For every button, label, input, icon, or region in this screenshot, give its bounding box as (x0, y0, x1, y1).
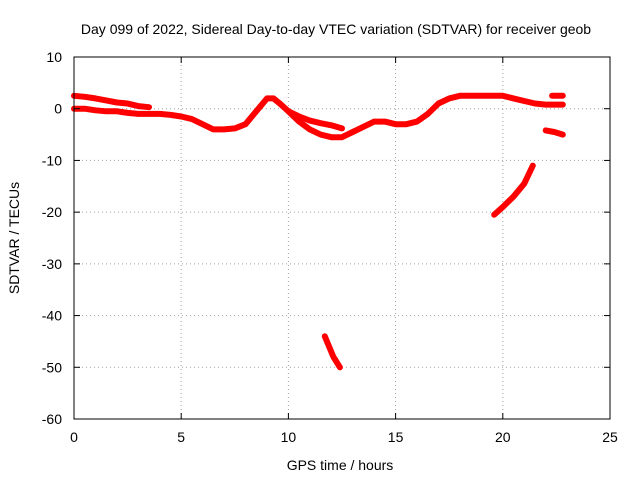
y-tick-label: 10 (46, 49, 62, 65)
x-tick-label: 0 (70, 429, 78, 445)
series-track-late-negative (542, 127, 566, 138)
y-tick-label: -50 (42, 359, 62, 375)
x-tick-label: 10 (281, 429, 297, 445)
x-tick-label: 25 (602, 429, 618, 445)
series-track-main-day (71, 92, 566, 141)
y-tick-label: -20 (42, 204, 62, 220)
y-tick-label: -10 (42, 152, 62, 168)
x-axis-label: GPS time / hours (287, 457, 394, 473)
y-tick-label: -40 (42, 308, 62, 324)
series-track-descending-noon (321, 333, 343, 371)
y-tick-label: -30 (42, 256, 62, 272)
y-tick-label: -60 (42, 411, 62, 427)
series-track-ascending-evening (491, 162, 536, 218)
plot-frame (73, 56, 611, 420)
x-tick-label: 20 (495, 429, 511, 445)
series-track-upper-morning (71, 92, 152, 111)
series-layer (71, 92, 566, 371)
x-tick-label: 15 (388, 429, 404, 445)
chart-title: Day 099 of 2022, Sidereal Day-to-day VTE… (81, 21, 591, 37)
x-tick-label: 5 (177, 429, 185, 445)
y-tick-label: 0 (54, 101, 62, 117)
y-axis-label: SDTVAR / TECUs (6, 182, 22, 294)
axis-ticks: 0 5 10 15 20 25 10 0 -10 -20 -30 -40 -50 -60 (42, 49, 618, 445)
series-track-midday-branch (285, 108, 345, 132)
